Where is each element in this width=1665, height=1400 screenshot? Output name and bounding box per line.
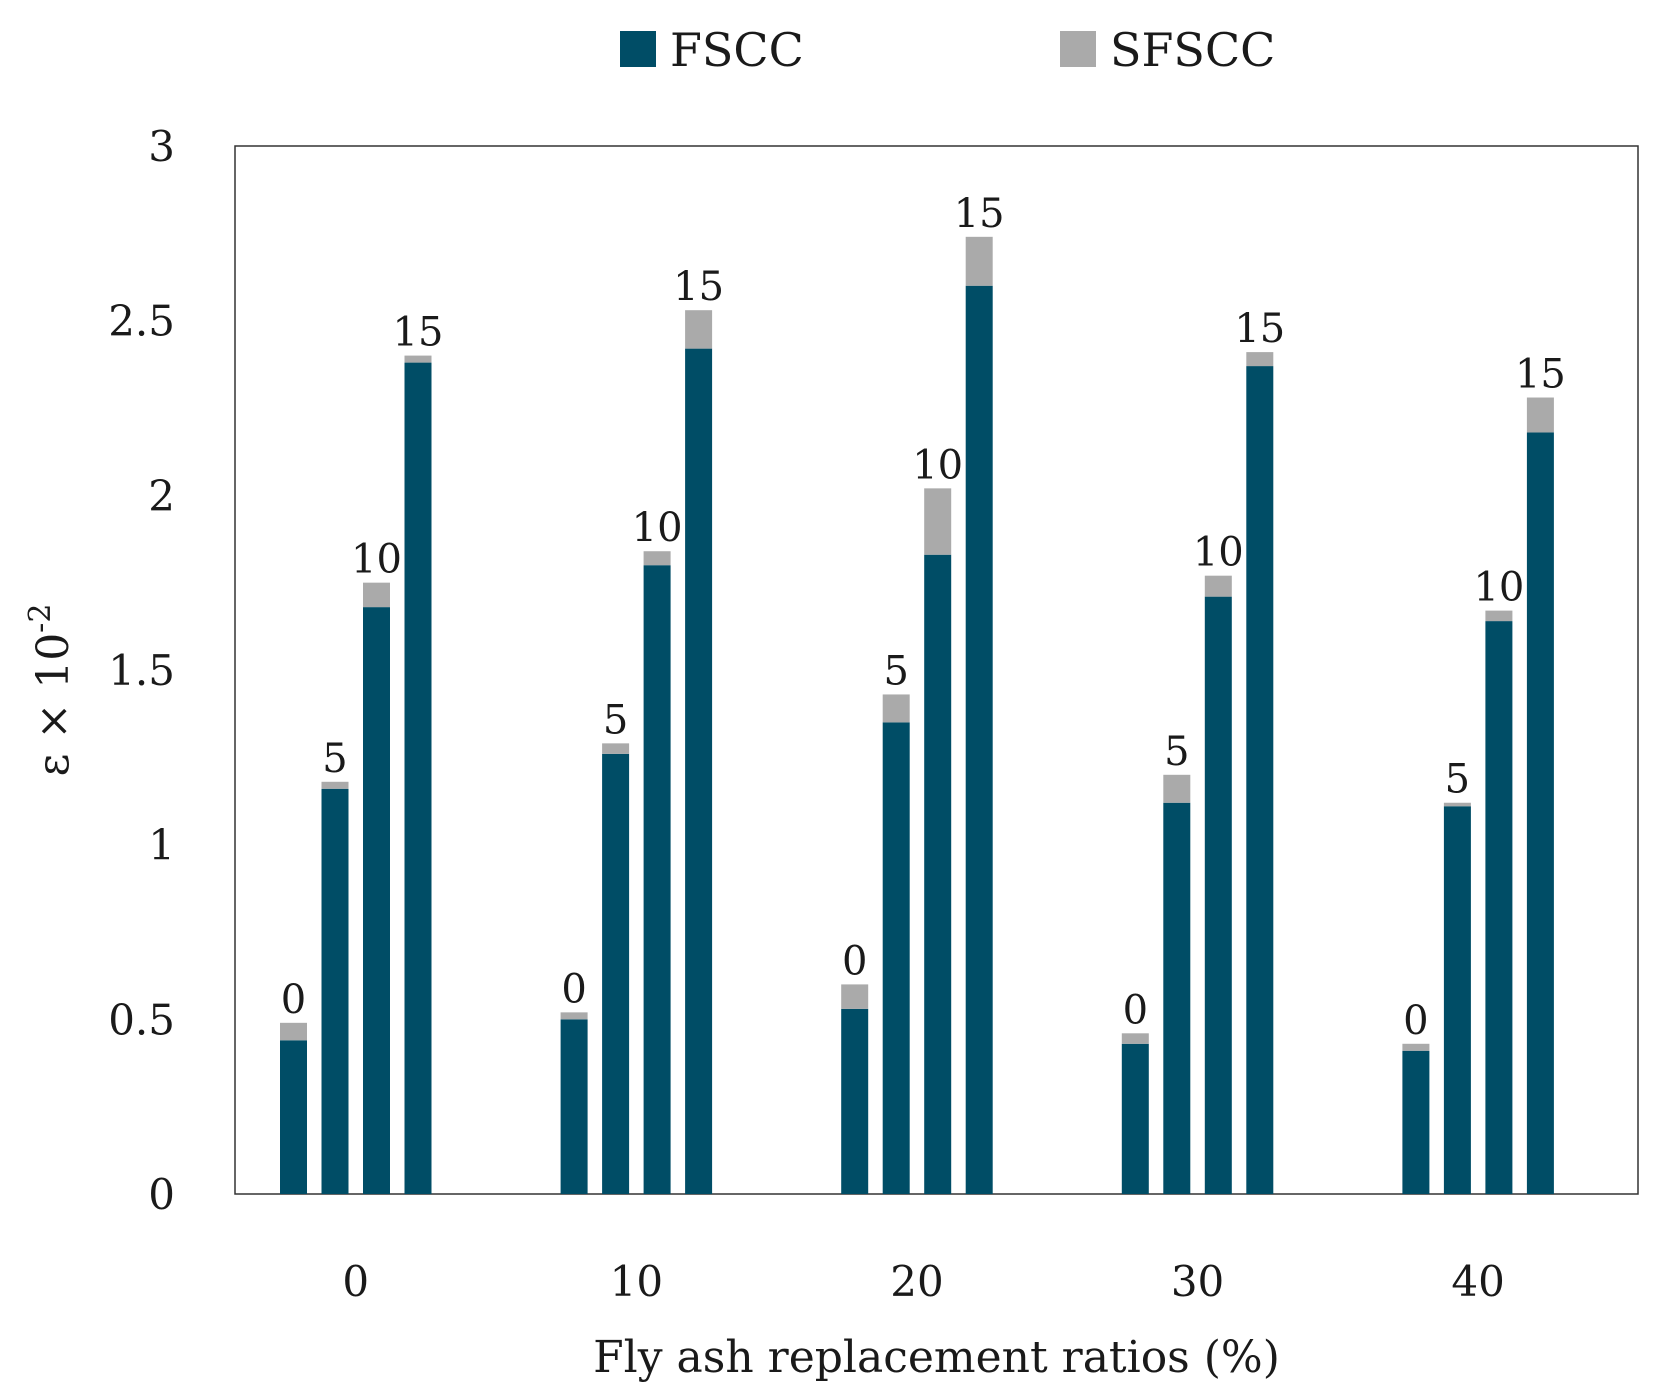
bar-fscc <box>1402 1050 1430 1194</box>
y-tick-label: 2 <box>148 471 175 520</box>
y-axis-title-exponent: -2 <box>23 604 58 633</box>
bar-sfscc <box>280 1022 307 1041</box>
bar-label: 0 <box>281 977 306 1023</box>
bar-label: 10 <box>632 505 683 551</box>
bar-sfscc <box>643 551 671 566</box>
x-tick-label: 0 <box>342 1257 369 1306</box>
x-axis: 0 10 20 30 40 <box>342 1257 1504 1306</box>
bar-fscc <box>1246 366 1274 1195</box>
bar-sfscc <box>1121 1033 1149 1044</box>
y-tick-label: 1.5 <box>108 646 175 695</box>
x-tick-label: 10 <box>610 1257 663 1306</box>
bar-label: 15 <box>673 264 724 310</box>
x-tick-label: 20 <box>890 1257 943 1306</box>
legend-swatch-sfscc <box>1060 31 1096 67</box>
bar-sfscc <box>321 781 349 789</box>
bar-sfscc <box>965 236 993 286</box>
legend-label-sfscc: SFSCC <box>1110 23 1275 77</box>
bar-label: 5 <box>603 697 628 743</box>
bar-label: 10 <box>912 442 963 488</box>
legend: FSCC SFSCC <box>620 23 1275 77</box>
y-tick-label: 0.5 <box>108 995 175 1044</box>
bar-fscc <box>1204 596 1232 1194</box>
bar-sfscc <box>841 984 869 1009</box>
bar-fscc <box>1526 432 1554 1194</box>
bar-sfscc <box>1246 352 1274 367</box>
y-axis-title: ε × 10-2 <box>23 604 79 777</box>
x-tick-label: 30 <box>1171 1257 1224 1306</box>
bar-label: 10 <box>351 537 402 583</box>
bar-fscc <box>560 1019 588 1194</box>
bar-fscc <box>924 554 952 1194</box>
legend-swatch-fscc <box>620 31 656 67</box>
bar-fscc <box>841 1008 869 1194</box>
bar-sfscc <box>560 1012 588 1020</box>
legend-label-fscc: FSCC <box>670 23 804 77</box>
x-axis-title: Fly ash replacement ratios (%) <box>593 1332 1280 1383</box>
bar-fscc <box>280 1040 307 1194</box>
bar-fscc <box>965 285 993 1194</box>
bar-fscc <box>1443 806 1471 1194</box>
bar-fscc <box>1163 802 1191 1194</box>
bar-label: 0 <box>842 938 867 984</box>
bar-label: 5 <box>883 648 908 694</box>
bar-label: 10 <box>1473 565 1524 611</box>
bar-label: 0 <box>561 966 586 1012</box>
y-tick-label: 1 <box>148 821 175 870</box>
bar-fscc <box>602 753 630 1194</box>
y-axis-title-text: ε × 10-2 <box>23 604 79 777</box>
bar-fscc <box>404 362 432 1194</box>
bar-label: 5 <box>322 736 347 782</box>
bar-sfscc <box>924 488 952 555</box>
bar-fscc <box>321 788 349 1194</box>
bar-sfscc <box>1526 397 1554 433</box>
bar-label: 5 <box>1445 757 1470 803</box>
bar-label: 0 <box>1123 987 1148 1033</box>
bar-sfscc <box>602 743 630 754</box>
bar-sfscc <box>404 355 432 363</box>
bar-label: 15 <box>1515 352 1566 398</box>
bar-fscc <box>363 607 390 1194</box>
bar-fscc <box>685 348 713 1194</box>
bar-label: 5 <box>1164 729 1189 775</box>
y-tick-label: 2.5 <box>108 297 175 346</box>
y-tick-label: 3 <box>148 122 175 171</box>
bar-fscc <box>1485 621 1513 1194</box>
bar-sfscc <box>1485 610 1513 622</box>
bar-label: 0 <box>1403 998 1428 1044</box>
bar-sfscc <box>363 582 390 608</box>
bar-sfscc <box>1204 575 1232 597</box>
bar-fscc <box>643 565 671 1194</box>
bar-fscc <box>882 722 910 1194</box>
bar-label: 15 <box>393 310 444 356</box>
y-axis: 0 0.5 1 1.5 2 2.5 3 <box>108 122 175 1219</box>
bar-sfscc <box>1402 1043 1430 1051</box>
bar-sfscc <box>685 310 713 349</box>
bar-sfscc <box>1443 802 1471 807</box>
y-tick-label: 0 <box>148 1170 175 1219</box>
x-tick-label: 40 <box>1451 1257 1504 1306</box>
bar-label: 15 <box>954 191 1005 237</box>
bar-sfscc <box>1163 774 1191 803</box>
bar-sfscc <box>882 694 910 723</box>
bar-fscc <box>1121 1043 1149 1194</box>
bar-label: 10 <box>1193 530 1244 576</box>
bars: 0 5 10 15 0 5 10 15 0 5 10 15 0 5 10 15 0 5 10 15 <box>280 191 1566 1195</box>
bar-label: 15 <box>1234 306 1285 352</box>
